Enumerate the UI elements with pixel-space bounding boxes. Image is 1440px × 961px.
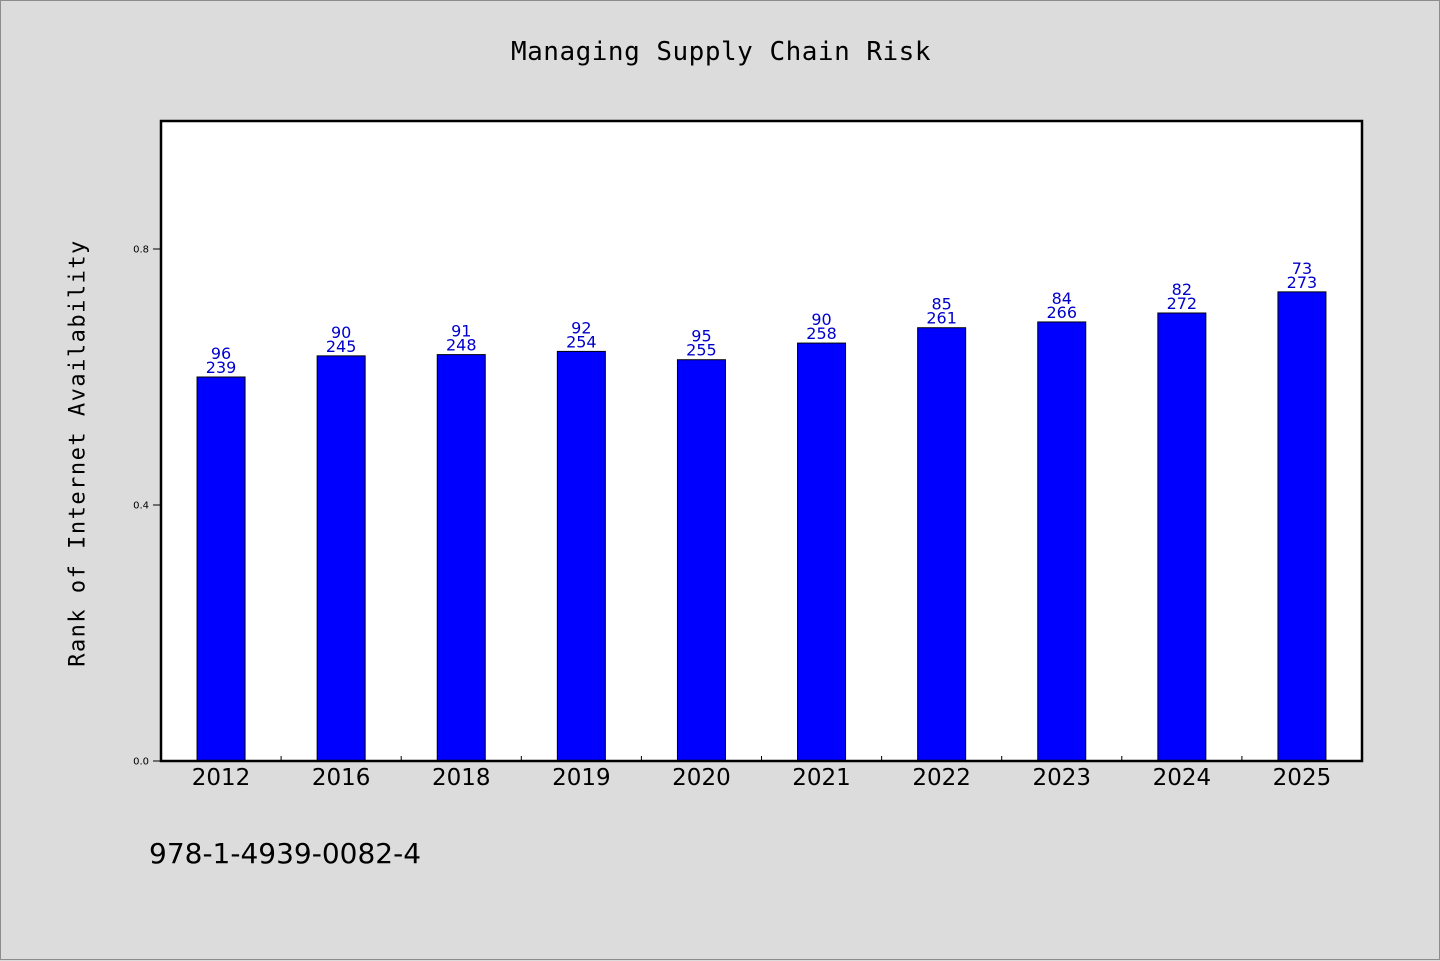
bar-label-top-2019: 92 — [571, 318, 591, 337]
bar-label-top-2023: 84 — [1052, 289, 1072, 308]
bar-label-top-2020: 95 — [691, 327, 711, 346]
bar-label-bottom-2021: 258 — [806, 324, 837, 343]
x-tick-label-2022: 2022 — [912, 765, 971, 791]
x-tick-label-2023: 2023 — [1032, 765, 1091, 791]
bar-label-top-2021: 90 — [811, 310, 831, 329]
bar-label-bottom-2023: 266 — [1046, 303, 1077, 322]
plot-border — [159, 119, 1364, 763]
bar-2020 — [676, 359, 726, 762]
bar-label-bottom-2018: 248 — [446, 336, 477, 355]
x-tick-label-2018: 2018 — [432, 765, 491, 791]
x-tick-label-2020: 2020 — [672, 765, 731, 791]
x-tick-label-2025: 2025 — [1273, 765, 1332, 791]
x-tick-label-2019: 2019 — [552, 765, 611, 791]
bar-label-top-2016: 90 — [331, 323, 351, 342]
y-tick-label: 0.4 — [133, 501, 149, 512]
bar-label-bottom-2012: 239 — [206, 358, 237, 377]
bar-2018 — [436, 354, 486, 762]
bar-label-bottom-2019: 254 — [566, 332, 597, 351]
bar-2025 — [1277, 291, 1327, 762]
bar-2023 — [1037, 321, 1087, 762]
bar-label-bottom-2020: 255 — [686, 341, 717, 360]
bar-label-bottom-2022: 261 — [926, 309, 957, 328]
chart-title: Managing Supply Chain Risk — [511, 37, 931, 67]
bar-2016 — [316, 355, 366, 762]
bar-2022 — [917, 327, 967, 762]
bar-label-top-2018: 91 — [451, 322, 471, 341]
y-tick-label: 0.8 — [133, 245, 149, 256]
x-tick-label-2016: 2016 — [312, 765, 371, 791]
bar-2021 — [797, 342, 847, 762]
bar-label-top-2012: 96 — [211, 344, 231, 363]
bar-2024 — [1157, 312, 1207, 762]
bar-label-bottom-2024: 272 — [1167, 294, 1198, 313]
bar-2019 — [556, 350, 606, 762]
bar-label-bottom-2016: 245 — [326, 337, 357, 356]
x-tick-label-2012: 2012 — [192, 765, 251, 791]
footer-code: 978-1-4939-0082-4 — [149, 837, 422, 870]
x-tick-label-2024: 2024 — [1153, 765, 1212, 791]
x-tick-label-2021: 2021 — [792, 765, 851, 791]
bar-label-top-2025: 73 — [1292, 259, 1312, 278]
bar-label-bottom-2025: 273 — [1287, 273, 1318, 292]
bar-label-top-2024: 82 — [1172, 280, 1192, 299]
bar-2012 — [196, 376, 246, 762]
y-tick-label: 0.0 — [133, 757, 149, 768]
bar-label-top-2022: 85 — [931, 295, 951, 314]
